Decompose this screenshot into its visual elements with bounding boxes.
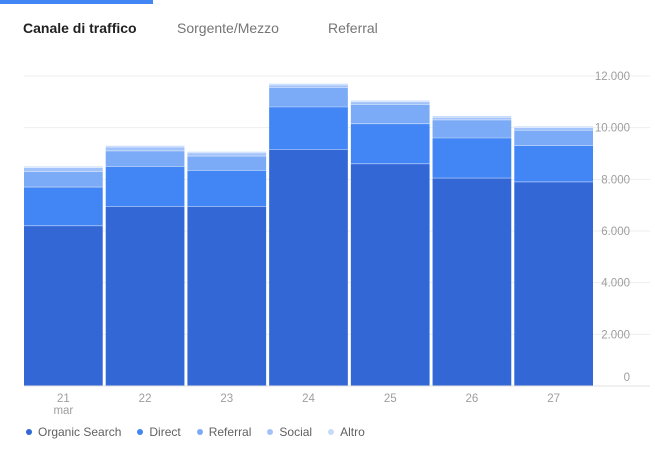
x-tick-label: 22 xyxy=(139,393,152,405)
legend-item-altro[interactable]: Altro xyxy=(328,425,365,439)
x-tick-label: 24 xyxy=(302,393,315,405)
bar-segment-direct-23[interactable] xyxy=(187,170,267,207)
bar-segment-organic-search-24[interactable] xyxy=(269,149,348,386)
legend-dot-icon xyxy=(137,429,144,435)
bar-segment-organic-search-25[interactable] xyxy=(350,163,430,386)
bar-segment-social-22[interactable] xyxy=(105,147,185,151)
tab-referral[interactable]: Referral xyxy=(328,20,378,36)
bar-segment-organic-search-22[interactable] xyxy=(105,206,185,386)
bar-segment-social-23[interactable] xyxy=(187,152,267,157)
bar-segment-organic-search-26[interactable] xyxy=(432,178,512,386)
bar-segment-altro-23[interactable] xyxy=(187,151,267,153)
bar-segment-direct-24[interactable] xyxy=(269,107,348,150)
legend-dot-icon xyxy=(267,429,274,435)
bar-segment-altro-21[interactable] xyxy=(24,166,103,168)
bar-segment-direct-22[interactable] xyxy=(105,166,185,207)
legend-label: Social xyxy=(279,425,313,439)
bar-segment-social-25[interactable] xyxy=(350,101,430,105)
legend-label: Altro xyxy=(340,425,365,439)
legend-dot-icon xyxy=(196,429,203,435)
bar-segment-referral-26[interactable] xyxy=(432,119,512,138)
y-tick-label: 8.000 xyxy=(601,174,630,186)
y-tick-label: 10.000 xyxy=(595,123,630,135)
bar-segment-referral-21[interactable] xyxy=(24,171,103,188)
legend-label: Organic Search xyxy=(38,425,122,439)
y-tick-label: 4.000 xyxy=(601,278,630,290)
bar-segment-direct-26[interactable] xyxy=(432,138,512,179)
x-tick-label: 25 xyxy=(384,393,397,405)
x-tick-sublabel: mar xyxy=(53,405,73,417)
legend-item-referral[interactable]: Referral xyxy=(196,425,252,439)
y-tick-label: 6.000 xyxy=(601,226,630,238)
bar-segment-direct-21[interactable] xyxy=(24,187,103,226)
bar-segment-referral-24[interactable] xyxy=(269,87,348,107)
x-tick-label: 26 xyxy=(466,393,479,405)
tab-sorgente-mezzo[interactable]: Sorgente/Mezzo xyxy=(177,20,279,36)
chart-legend: Organic Search Direct Referral Social Al… xyxy=(26,424,381,440)
bar-segment-altro-27[interactable] xyxy=(514,126,593,128)
bar-segment-altro-22[interactable] xyxy=(105,145,185,148)
bar-segment-referral-23[interactable] xyxy=(187,156,267,171)
bar-segment-altro-25[interactable] xyxy=(350,100,430,102)
bar-segment-direct-27[interactable] xyxy=(514,145,593,182)
bar-segment-direct-25[interactable] xyxy=(350,123,430,164)
active-tab-indicator xyxy=(0,0,153,4)
y-tick-label: 12.000 xyxy=(595,71,630,83)
legend-item-social[interactable]: Social xyxy=(267,425,312,439)
y-tick-label: 0 xyxy=(624,372,630,384)
bar-segment-social-21[interactable] xyxy=(24,167,103,172)
bar-segment-organic-search-21[interactable] xyxy=(24,225,103,386)
bar-segment-altro-26[interactable] xyxy=(432,116,512,118)
legend-label: Direct xyxy=(149,425,181,439)
x-tick-label: 21 xyxy=(57,393,70,405)
bar-segment-social-27[interactable] xyxy=(514,127,593,131)
tab-canale-di-traffico[interactable]: Canale di traffico xyxy=(23,20,137,36)
bar-segment-social-26[interactable] xyxy=(432,117,512,120)
chart-tabs: Canale di traffico Sorgente/Mezzo Referr… xyxy=(0,20,655,40)
x-tick-label: 23 xyxy=(220,393,233,405)
bar-segment-altro-24[interactable] xyxy=(269,83,348,86)
bar-segment-referral-22[interactable] xyxy=(105,150,185,167)
legend-label: Referral xyxy=(208,425,252,439)
bar-segment-referral-25[interactable] xyxy=(350,104,430,124)
legend-item-direct[interactable]: Direct xyxy=(137,425,181,439)
bar-segment-organic-search-27[interactable] xyxy=(514,181,593,386)
bar-segment-referral-27[interactable] xyxy=(514,130,593,146)
y-tick-label: 2.000 xyxy=(601,329,630,341)
bar-segment-social-24[interactable] xyxy=(269,85,348,88)
legend-item-organic-search[interactable]: Organic Search xyxy=(26,425,121,439)
legend-dot-icon xyxy=(26,429,32,435)
x-tick-label: 27 xyxy=(547,393,560,405)
bar-segment-organic-search-23[interactable] xyxy=(187,206,267,386)
legend-dot-icon xyxy=(328,429,335,435)
